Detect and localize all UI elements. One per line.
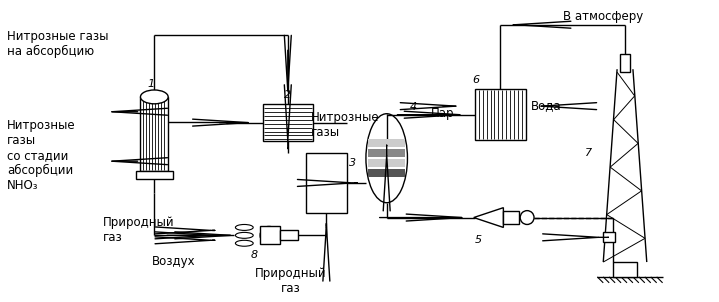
Text: 8: 8 <box>251 250 257 260</box>
Bar <box>280 230 298 240</box>
Bar <box>135 171 173 179</box>
Polygon shape <box>474 208 503 227</box>
Text: Нитрозные
газы: Нитрозные газы <box>311 111 379 139</box>
Bar <box>368 149 406 157</box>
Text: Воздух: Воздух <box>152 255 196 268</box>
Bar <box>306 153 347 213</box>
Ellipse shape <box>235 224 253 230</box>
Ellipse shape <box>366 114 408 203</box>
Ellipse shape <box>520 210 534 224</box>
Text: Нитрозные газы
на абсорбцию: Нитрозные газы на абсорбцию <box>7 30 109 58</box>
Ellipse shape <box>235 240 253 246</box>
Bar <box>260 226 280 244</box>
Bar <box>263 104 313 141</box>
Bar <box>503 210 519 224</box>
Text: Нитрозные
газы
со стадии
абсорбции
NHO₃: Нитрозные газы со стадии абсорбции NHO₃ <box>7 119 75 192</box>
Text: 1: 1 <box>148 79 155 89</box>
Bar <box>613 262 637 277</box>
Text: Вода: Вода <box>531 99 562 112</box>
Ellipse shape <box>235 232 253 238</box>
Text: В атмосферу: В атмосферу <box>563 10 643 23</box>
Bar <box>620 54 630 72</box>
Ellipse shape <box>140 90 168 104</box>
Text: Природный
газ: Природный газ <box>103 216 175 244</box>
Bar <box>368 140 406 147</box>
Text: Пар: Пар <box>431 107 454 120</box>
Text: 7: 7 <box>585 148 592 158</box>
Text: 5: 5 <box>475 235 482 245</box>
Bar <box>475 89 526 140</box>
Bar <box>140 97 168 171</box>
Text: 3: 3 <box>349 158 356 168</box>
Bar <box>368 169 406 177</box>
Text: 2: 2 <box>284 90 291 100</box>
Text: 6: 6 <box>472 75 480 85</box>
Bar <box>368 159 406 167</box>
Bar <box>603 232 615 242</box>
Text: 4: 4 <box>409 102 416 112</box>
Ellipse shape <box>260 226 278 244</box>
Text: Природный
газ: Природный газ <box>255 267 326 295</box>
